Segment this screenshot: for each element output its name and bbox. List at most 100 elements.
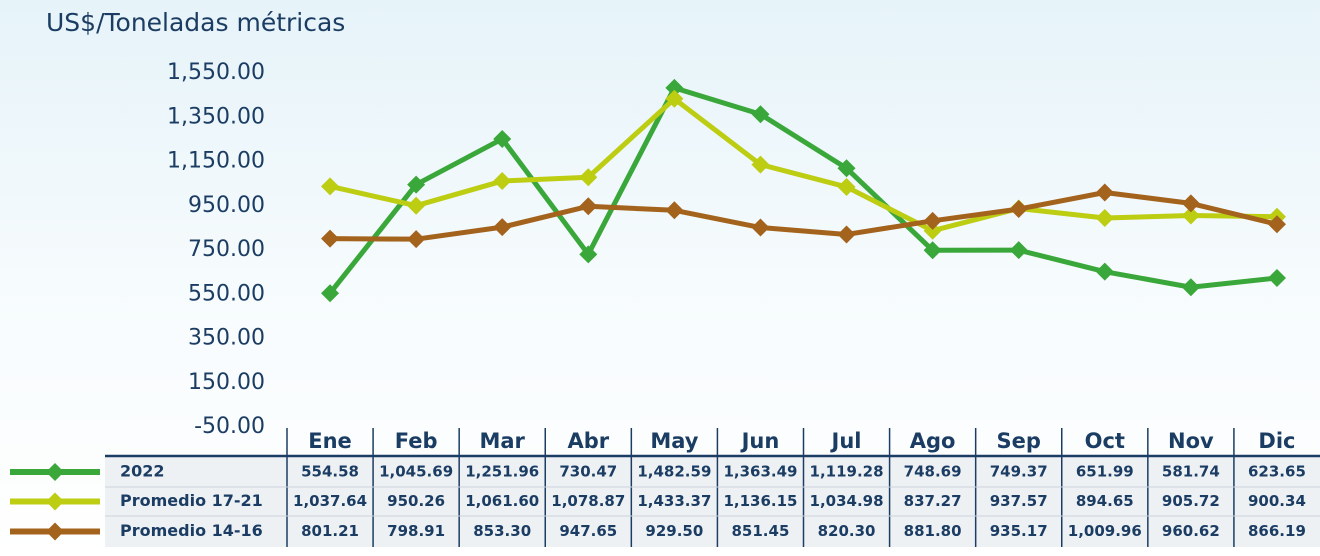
x-tick-label: Dic <box>1258 429 1295 453</box>
table-value: 866.19 <box>1248 522 1306 540</box>
data-point <box>665 78 684 97</box>
data-point <box>493 172 512 191</box>
data-point <box>751 105 770 124</box>
y-tick-label: 950.00 <box>188 193 265 218</box>
x-tick-label: Ago <box>910 429 956 453</box>
table-value: 950.26 <box>387 492 445 510</box>
data-point <box>407 230 426 249</box>
data-point <box>1267 268 1286 287</box>
table-value: 554.58 <box>301 463 359 481</box>
legend-marker <box>46 522 64 541</box>
y-tick-label: 1,150.00 <box>167 149 265 174</box>
table-value: 851.45 <box>732 522 790 540</box>
table-value: 581.74 <box>1162 463 1220 481</box>
legend-label: Promedio 14-16 <box>120 521 263 540</box>
y-tick-label: -50.00 <box>194 414 265 439</box>
data-point <box>493 218 512 237</box>
table-value: 929.50 <box>645 522 703 540</box>
data-point <box>321 284 340 303</box>
table-value: 947.65 <box>559 522 617 540</box>
series-line <box>328 85 1278 295</box>
legend-marker <box>46 463 64 481</box>
data-point <box>579 168 598 187</box>
data-point <box>1095 183 1114 202</box>
y-tick-label: 750.00 <box>188 237 265 262</box>
data-point <box>1181 278 1200 297</box>
data-point <box>923 241 942 260</box>
table-value: 894.65 <box>1076 492 1134 510</box>
y-tick-label: 350.00 <box>188 326 265 351</box>
x-tick-label: Mar <box>479 429 525 453</box>
table-value: 937.57 <box>990 492 1048 510</box>
table-value: 1,119.28 <box>810 463 884 481</box>
data-point <box>751 155 770 174</box>
data-point <box>1009 200 1028 219</box>
table-value: 1,037.64 <box>293 492 367 510</box>
table-value: 960.62 <box>1162 522 1220 540</box>
x-tick-label: Jun <box>740 429 780 453</box>
data-point <box>407 175 426 194</box>
table-value: 935.17 <box>990 522 1048 540</box>
x-tick-label: May <box>650 429 698 453</box>
table-value: 651.99 <box>1076 463 1134 481</box>
table-value: 623.65 <box>1248 463 1306 481</box>
table-value: 1,045.69 <box>379 463 453 481</box>
table-value: 730.47 <box>559 463 617 481</box>
table-value: 1,482.59 <box>637 463 711 481</box>
table-value: 820.30 <box>818 522 876 540</box>
x-tick-label: Ene <box>308 429 352 453</box>
table-value: 798.91 <box>387 522 445 540</box>
table-value: 1,034.98 <box>810 492 884 510</box>
table-value: 1,009.96 <box>1068 522 1142 540</box>
y-tick-label: 1,550.00 <box>167 60 265 85</box>
table-value: 1,251.96 <box>465 463 539 481</box>
table-value: 749.37 <box>990 463 1048 481</box>
table-value: 905.72 <box>1162 492 1220 510</box>
legend-label: Promedio 17-21 <box>120 491 263 510</box>
y-tick-label: 1,350.00 <box>167 104 265 129</box>
table-value: 1,363.49 <box>723 463 797 481</box>
data-point <box>1095 262 1114 281</box>
data-point <box>1181 194 1200 213</box>
table-value: 801.21 <box>301 522 359 540</box>
data-point <box>923 221 942 240</box>
x-tick-label: Feb <box>395 429 438 453</box>
legend-marker <box>46 492 64 511</box>
table-value: 1,061.60 <box>465 492 539 510</box>
x-tick-label: Oct <box>1085 429 1125 453</box>
data-point <box>665 89 684 108</box>
data-point <box>1095 208 1114 227</box>
table-value: 1,078.87 <box>551 492 625 510</box>
table-value: 1,136.15 <box>723 492 797 510</box>
x-tick-label: Jul <box>830 429 862 453</box>
table-value: 853.30 <box>473 522 531 540</box>
legend-label: 2022 <box>120 462 165 481</box>
data-point <box>751 218 770 237</box>
table-value: 1,433.37 <box>637 492 711 510</box>
table-value: 837.27 <box>904 492 962 510</box>
data-point <box>665 201 684 220</box>
data-point <box>923 211 942 230</box>
x-tick-label: Abr <box>567 429 609 453</box>
data-point <box>579 245 598 264</box>
data-point <box>1181 206 1200 225</box>
data-point <box>321 177 340 196</box>
table-value: 900.34 <box>1248 492 1306 510</box>
data-point <box>321 229 340 248</box>
data-point <box>579 197 598 216</box>
y-axis-label: US$/Toneladas métricas <box>46 8 345 37</box>
table-body <box>105 457 1320 547</box>
data-point <box>493 129 512 148</box>
y-tick-label: 550.00 <box>188 281 265 306</box>
data-point <box>1267 215 1286 234</box>
table-value: 748.69 <box>904 463 962 481</box>
series-line <box>329 96 1277 234</box>
table-value: 881.80 <box>904 522 962 540</box>
x-tick-label: Sep <box>997 429 1041 453</box>
data-point <box>837 159 856 178</box>
data-point <box>837 225 856 244</box>
x-tick-label: Nov <box>1168 429 1214 453</box>
series-line <box>330 189 1278 242</box>
data-point <box>407 196 426 215</box>
